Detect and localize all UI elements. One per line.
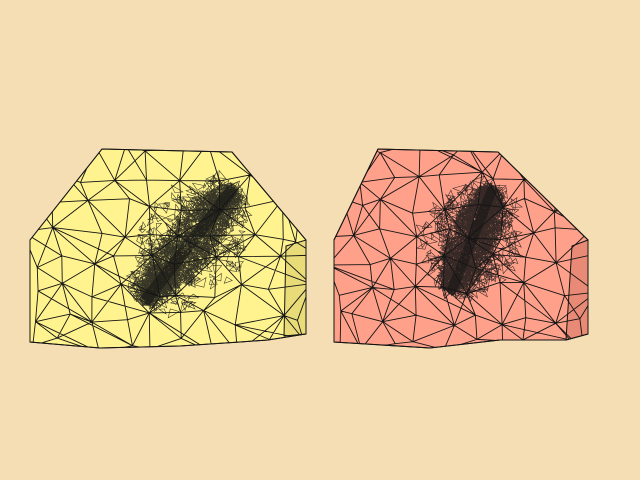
mesh-crack-core [447, 185, 497, 295]
mesh-crack-core [140, 184, 238, 306]
mesh-left-outline [29, 148, 307, 349]
mesh-right-outline [333, 148, 589, 349]
triangulated-mesh-left [29, 148, 307, 349]
mesh-left-dense-region [125, 169, 253, 319]
mesh-left-side-face [283, 239, 307, 337]
mesh-right-dense-region [415, 175, 523, 303]
triangulated-mesh-right [333, 148, 589, 349]
